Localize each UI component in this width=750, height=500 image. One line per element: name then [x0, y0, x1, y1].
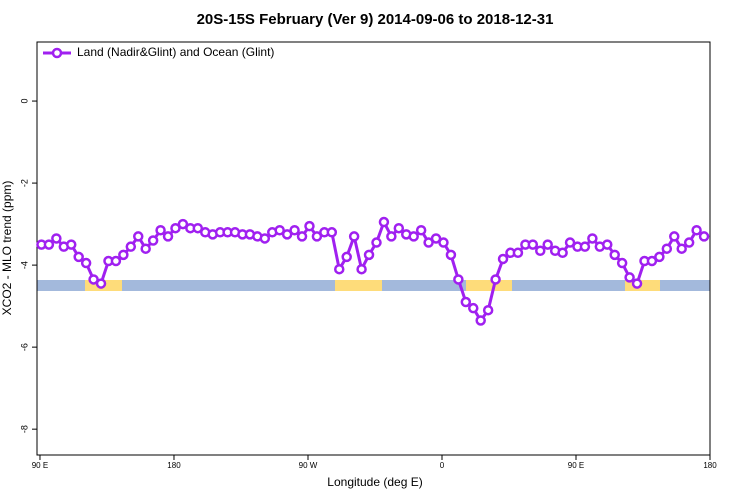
data-point: [259, 233, 271, 244]
x-tick-label: 90 E: [32, 461, 48, 470]
data-point: [624, 272, 635, 283]
data-point: [438, 237, 449, 248]
data-point: [378, 216, 390, 228]
data-point: [348, 231, 360, 242]
data-point: [304, 220, 315, 232]
y-tick-label: -8: [19, 425, 29, 433]
x-tick-label: 90 E: [568, 461, 584, 470]
data-point: [311, 231, 323, 242]
data-point: [631, 278, 643, 289]
data-point: [408, 231, 419, 242]
data-point: [542, 239, 553, 250]
data-point: [296, 231, 308, 242]
x-tick-label: 90 W: [299, 461, 318, 470]
land-strip: [335, 280, 382, 291]
data-point: [281, 229, 293, 240]
legend-label: Land (Nadir&Glint) and Ocean (Glint): [77, 45, 274, 59]
data-point: [497, 253, 509, 265]
data-point: [683, 237, 695, 248]
data-point: [110, 255, 122, 267]
y-tick-label: -4: [19, 261, 29, 269]
data-point: [80, 257, 92, 269]
data-point: [162, 231, 174, 242]
data-point: [661, 243, 673, 254]
data-point: [423, 237, 434, 248]
surface-strip: [37, 280, 710, 291]
y-tick-label: -2: [19, 179, 29, 187]
data-point: [177, 218, 189, 230]
plot-frame: [36, 41, 711, 456]
data-point: [125, 241, 137, 252]
data-point: [512, 247, 524, 259]
data-point: [646, 255, 658, 267]
data-point: [363, 249, 375, 261]
data-point: [602, 239, 613, 250]
data-point: [274, 224, 285, 236]
data-point: [43, 239, 55, 250]
data-point: [289, 224, 300, 236]
data-point: [415, 224, 427, 236]
data-point: [609, 249, 620, 261]
data-point: [676, 243, 687, 254]
data-point: [468, 302, 479, 314]
data-point: [430, 233, 442, 244]
y-axis-label: XCO2 - MLO trend (ppm): [0, 181, 14, 316]
data-point: [51, 233, 62, 244]
data-point: [334, 263, 345, 275]
land-strip: [625, 280, 660, 291]
data-point: [490, 274, 501, 285]
data-point: [475, 315, 486, 326]
x-tick-label: 180: [167, 461, 181, 470]
land-strip: [466, 280, 512, 291]
data-point: [140, 243, 151, 254]
data-point: [118, 249, 129, 261]
data-point: [564, 237, 576, 248]
data-point: [170, 222, 181, 234]
data-point: [654, 251, 665, 263]
data-point: [73, 251, 84, 263]
chart-title: 20S-15S February (Ver 9) 2014-09-06 to 2…: [197, 11, 554, 28]
x-tick-label: 180: [703, 461, 717, 470]
data-point: [698, 231, 710, 242]
data-point: [341, 251, 352, 263]
data-point: [192, 222, 204, 234]
data-point: [460, 296, 472, 308]
data-point: [527, 239, 539, 250]
data-point: [616, 257, 628, 269]
data-point: [88, 274, 99, 285]
data-point: [535, 245, 546, 257]
data-point: [453, 274, 464, 285]
data-point: [669, 231, 680, 242]
data-point: [95, 278, 107, 289]
x-tick-label: 0: [440, 461, 445, 470]
data-point: [371, 237, 382, 248]
data-point: [691, 224, 702, 236]
data-point: [557, 247, 568, 259]
data-point: [356, 263, 367, 275]
legend-marker: [51, 47, 63, 59]
y-tick-label: 0: [19, 99, 29, 104]
data-point: [393, 222, 405, 234]
data-point: [65, 239, 77, 250]
data-point: [482, 304, 494, 316]
y-tick-label: -6: [19, 343, 29, 351]
data-point: [132, 231, 144, 242]
data-point: [155, 224, 166, 236]
data-point: [326, 227, 338, 238]
data-point: [386, 231, 397, 242]
x-axis-label: Longitude (deg E): [327, 475, 422, 489]
data-point: [147, 235, 159, 246]
data-point: [579, 241, 591, 252]
data-point: [445, 249, 457, 261]
data-point: [587, 233, 598, 244]
